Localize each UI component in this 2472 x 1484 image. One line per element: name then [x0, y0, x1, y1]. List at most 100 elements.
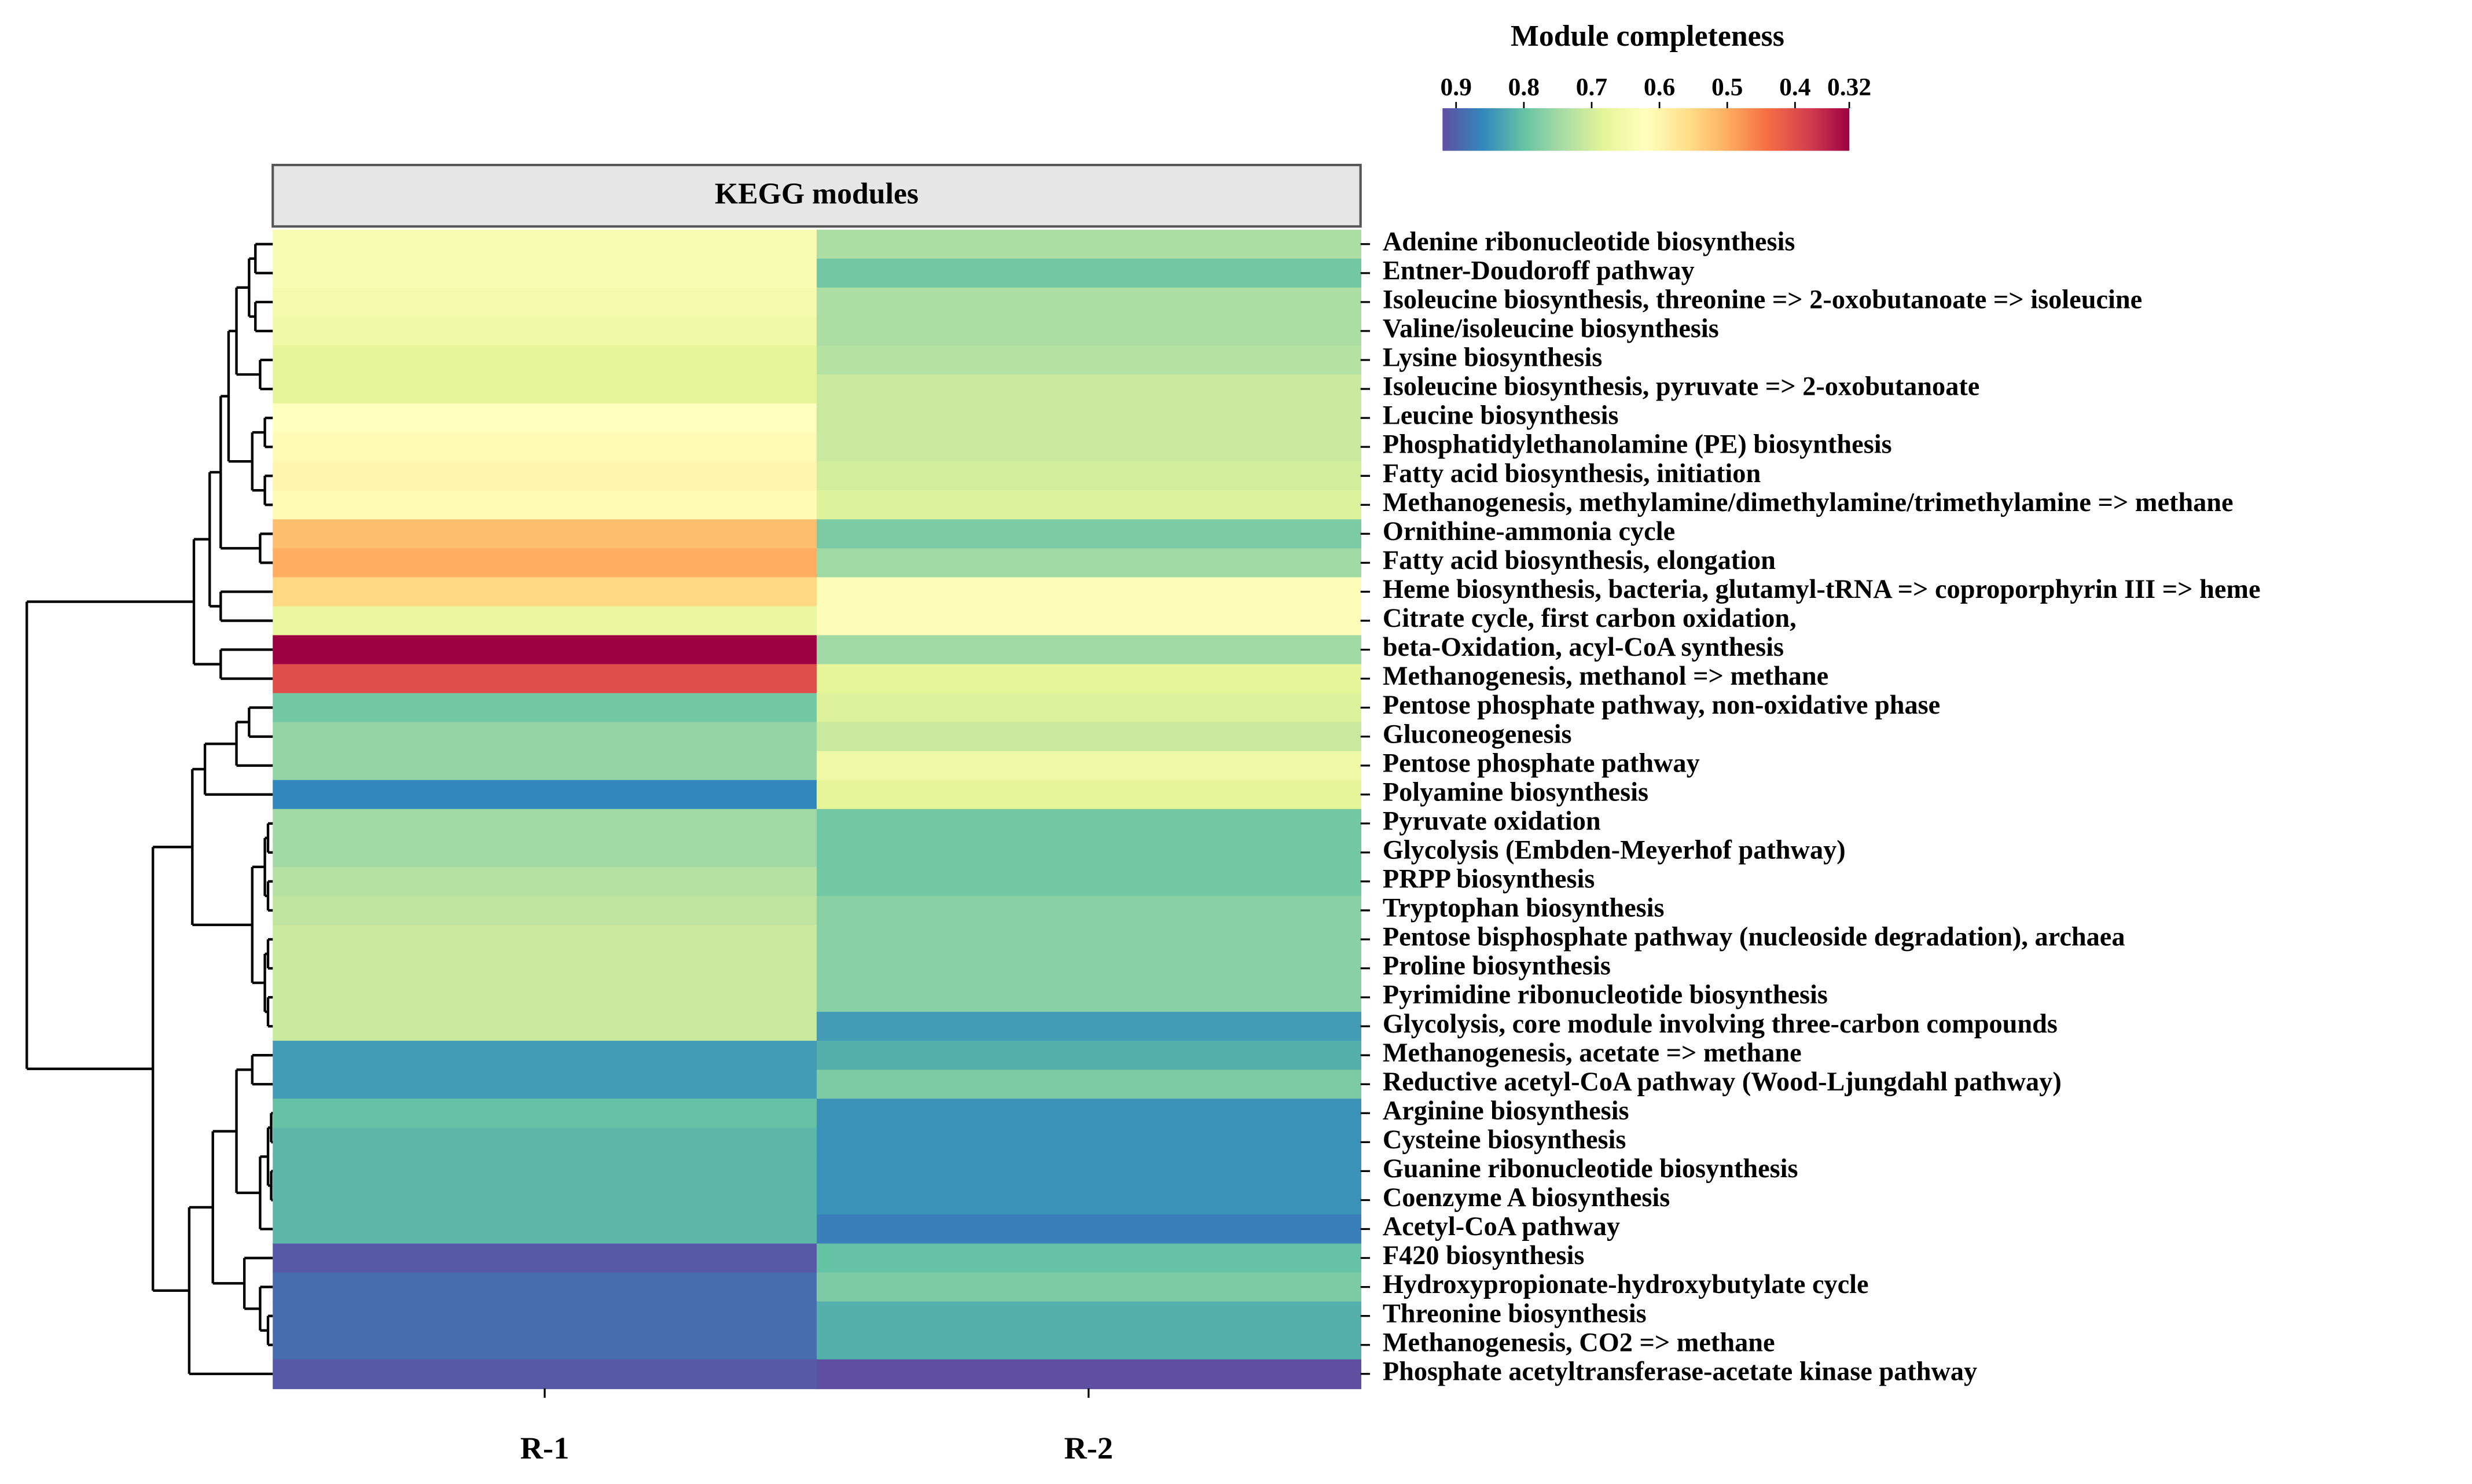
cell: [273, 983, 818, 1013]
header-box: [271, 164, 1362, 228]
row-label: Gluconeogenesis: [1383, 719, 1572, 749]
cell: [816, 1041, 1362, 1071]
cell: [273, 635, 818, 665]
cell: [816, 577, 1362, 607]
row-label: PRPP biosynthesis: [1383, 865, 1595, 894]
cell: [816, 1272, 1362, 1302]
row-label: Methanogenesis, CO2 => methane: [1383, 1328, 1775, 1357]
row-label: Polyamine biosynthesis: [1383, 777, 1648, 807]
cell: [816, 1185, 1362, 1215]
row-label: Pentose bisphosphate pathway (nucleoside…: [1383, 923, 2125, 952]
cell: [816, 983, 1362, 1013]
row-label: Entner-Doudoroff pathway: [1383, 256, 1695, 285]
colorbar-tick-label: 0.32: [1827, 73, 1871, 101]
row-label: Citrate cycle, first carbon oxidation,: [1383, 604, 1797, 633]
cell: [816, 751, 1362, 781]
cell: [816, 1012, 1362, 1042]
cell: [273, 374, 818, 405]
cell: [273, 924, 818, 955]
row-label: Valine/isoleucine biosynthesis: [1383, 314, 1719, 344]
cell: [816, 1099, 1362, 1129]
row-label: Pentose phosphate pathway, non-oxidative…: [1383, 690, 1940, 720]
row-label: beta-Oxidation, acyl-CoA synthesis: [1383, 633, 1784, 662]
cell: [816, 461, 1362, 491]
row-label: Isoleucine biosynthesis, pyruvate => 2-o…: [1383, 372, 1980, 402]
cell: [273, 1214, 818, 1244]
cell: [816, 1156, 1362, 1187]
cell: [273, 577, 818, 607]
cell: [273, 866, 818, 897]
col-label: R-2: [1064, 1430, 1113, 1465]
cell: [816, 635, 1362, 665]
cell: [816, 1301, 1362, 1332]
cell: [273, 432, 818, 462]
row-label: Phosphate acetyltransferase-acetate kina…: [1383, 1357, 1977, 1386]
cell: [816, 287, 1362, 318]
cell: [816, 866, 1362, 897]
cell: [273, 693, 818, 723]
cell: [816, 606, 1362, 636]
cell: [273, 664, 818, 694]
cell: [816, 1127, 1362, 1158]
colorbar-tick-label: 0.9: [1441, 73, 1472, 101]
cell: [273, 461, 818, 491]
row-label: Fatty acid biosynthesis, elongation: [1383, 546, 1776, 575]
cell: [816, 664, 1362, 694]
cell: [273, 1099, 818, 1129]
row-label: Pyruvate oxidation: [1383, 806, 1601, 836]
row-label: Cysteine biosynthesis: [1383, 1125, 1626, 1155]
cell: [273, 548, 818, 578]
row-label: Reductive acetyl-CoA pathway (Wood-Ljung…: [1383, 1067, 2062, 1097]
cell: [273, 1041, 818, 1071]
cell: [816, 432, 1362, 462]
cell: [816, 693, 1362, 723]
cell: [273, 1127, 818, 1158]
cell: [273, 1070, 818, 1100]
cell: [816, 403, 1362, 434]
cell: [273, 403, 818, 434]
cell: [273, 345, 818, 376]
cell: [816, 1243, 1362, 1273]
cell: [273, 490, 818, 520]
row-label: Phosphatidylethanolamine (PE) biosynthes…: [1383, 430, 1892, 460]
cell: [273, 519, 818, 549]
cell: [273, 287, 818, 318]
cell: [273, 1330, 818, 1361]
row-label: Guanine ribonucleotide biosynthesis: [1383, 1154, 1798, 1184]
cell: [816, 1330, 1362, 1361]
colorbar-tick-label: 0.6: [1644, 73, 1675, 101]
row-label: Leucine biosynthesis: [1383, 401, 1619, 431]
cell: [816, 229, 1362, 260]
cell: [273, 954, 818, 984]
cell: [816, 316, 1362, 347]
cell: [816, 924, 1362, 955]
cell: [273, 1012, 818, 1042]
cell: [816, 345, 1362, 376]
cell: [816, 1359, 1362, 1390]
row-label: Methanogenesis, methanol => methane: [1383, 662, 1828, 691]
cell: [816, 374, 1362, 405]
cell: [273, 809, 818, 839]
cell: [273, 229, 818, 260]
row-label: Arginine biosynthesis: [1383, 1096, 1629, 1126]
cell: [273, 780, 818, 810]
cell: [273, 1359, 818, 1390]
row-label: Heme biosynthesis, bacteria, glutamyl-tR…: [1383, 575, 2261, 604]
colorbar: [1442, 108, 1850, 151]
cell: [816, 780, 1362, 810]
cell: [816, 1070, 1362, 1100]
row-label: Proline biosynthesis: [1383, 952, 1611, 981]
cell: [273, 1272, 818, 1302]
cell: [273, 1301, 818, 1332]
row-label: Fatty acid biosynthesis, initiation: [1383, 459, 1761, 488]
cell: [273, 1243, 818, 1273]
cell: [273, 837, 818, 868]
colorbar-tick-label: 0.8: [1508, 73, 1540, 101]
row-label: Pyrimidine ribonucleotide biosynthesis: [1383, 980, 1828, 1010]
colorbar-title: Module completeness: [1511, 20, 1784, 53]
cell: [816, 1214, 1362, 1244]
row-label: Hydroxypropionate-hydroxybutylate cycle: [1383, 1270, 1869, 1299]
cell: [816, 519, 1362, 549]
